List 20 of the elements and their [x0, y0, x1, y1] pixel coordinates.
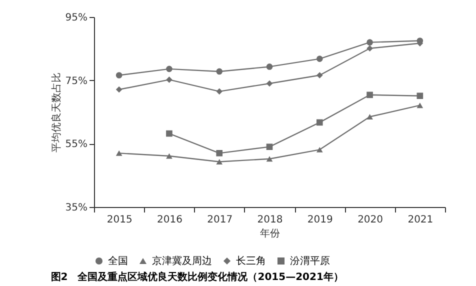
x-tick-label: 2019	[307, 214, 333, 226]
point	[166, 153, 172, 159]
y-tick-label: 95%	[65, 12, 88, 24]
x-tick-label: 2015	[106, 214, 132, 226]
x-tick-label: 2016	[156, 214, 182, 226]
y-axis-title: 平均优良天数占比	[50, 72, 62, 152]
legend-label: 全国	[108, 255, 128, 267]
point	[116, 150, 122, 156]
legend-label: 汾渭平原	[290, 255, 330, 267]
x-tick-label: 2021	[408, 214, 434, 226]
x-tick-label: 2018	[257, 214, 283, 226]
y-tick-label: 75%	[65, 76, 88, 87]
text: 图2 全国及重点区域优良天数比例变化情况（2015—2021年）	[50, 271, 344, 283]
legend-label: 京津冀及周边	[152, 255, 212, 267]
x-tick-label: 2020	[358, 214, 384, 226]
legend-label: 长三角	[236, 255, 266, 267]
x-tick-label: 2017	[207, 214, 233, 226]
y-tick-label: 35%	[65, 202, 88, 214]
x-axis-title: 年份	[260, 228, 280, 240]
y-tick-label: 55%	[65, 139, 88, 150]
